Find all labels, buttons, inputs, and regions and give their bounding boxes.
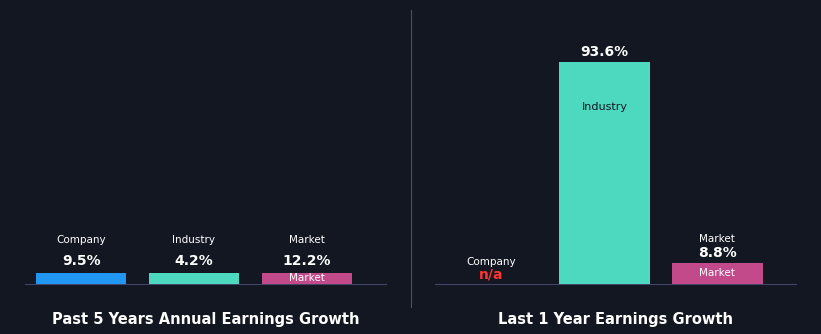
Bar: [559, 62, 649, 284]
Text: Industry: Industry: [581, 102, 627, 112]
Text: Past 5 Years Annual Earnings Growth: Past 5 Years Annual Earnings Growth: [52, 312, 359, 327]
Text: Company: Company: [57, 235, 106, 245]
Text: Company: Company: [467, 257, 516, 267]
Text: Market: Market: [289, 273, 325, 283]
Text: 8.8%: 8.8%: [698, 245, 736, 260]
Bar: [149, 273, 239, 284]
Bar: [262, 273, 352, 284]
Text: Industry: Industry: [172, 235, 215, 245]
Text: 9.5%: 9.5%: [62, 254, 100, 268]
Bar: [672, 263, 763, 284]
Text: 93.6%: 93.6%: [580, 45, 629, 59]
Text: 4.2%: 4.2%: [175, 254, 213, 268]
Text: Market: Market: [289, 235, 325, 245]
Text: Market: Market: [699, 269, 736, 279]
Text: 12.2%: 12.2%: [282, 254, 331, 268]
Bar: [36, 273, 126, 284]
Text: Market: Market: [699, 234, 736, 244]
Text: Last 1 Year Earnings Growth: Last 1 Year Earnings Growth: [498, 312, 733, 327]
Text: n/a: n/a: [479, 268, 504, 282]
